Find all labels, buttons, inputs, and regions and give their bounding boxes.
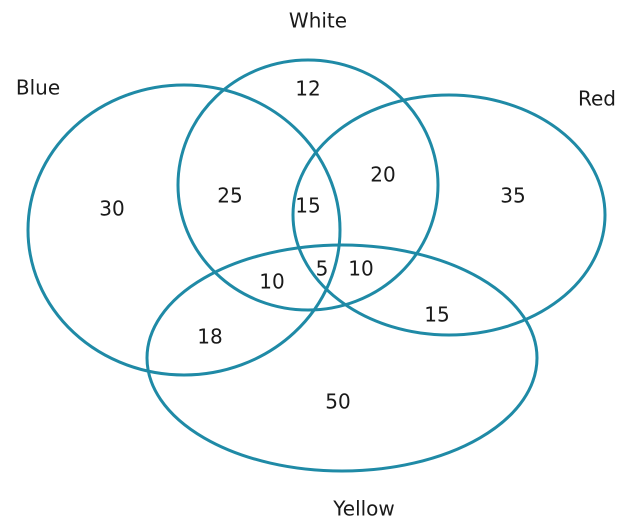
red-set (291, 93, 607, 337)
region-count: 25 (217, 184, 242, 208)
white-set (176, 58, 440, 312)
blue-set (26, 83, 342, 377)
region-count: 5 (316, 257, 329, 281)
region-count: 20 (370, 163, 395, 187)
region-count: 15 (295, 194, 320, 218)
region-count: 10 (259, 270, 284, 294)
region-count: 35 (500, 184, 525, 208)
region-count: 30 (99, 197, 124, 221)
set-label: Red (578, 87, 616, 111)
set-label: White (289, 9, 347, 33)
region-count: 10 (348, 257, 373, 281)
yellow-set (145, 243, 539, 473)
region-count: 15 (424, 303, 449, 327)
set-label: Blue (16, 76, 60, 100)
set-label: Yellow (332, 497, 395, 521)
region-count: 12 (295, 77, 320, 101)
region-count: 50 (325, 390, 350, 414)
region-count: 18 (197, 325, 222, 349)
